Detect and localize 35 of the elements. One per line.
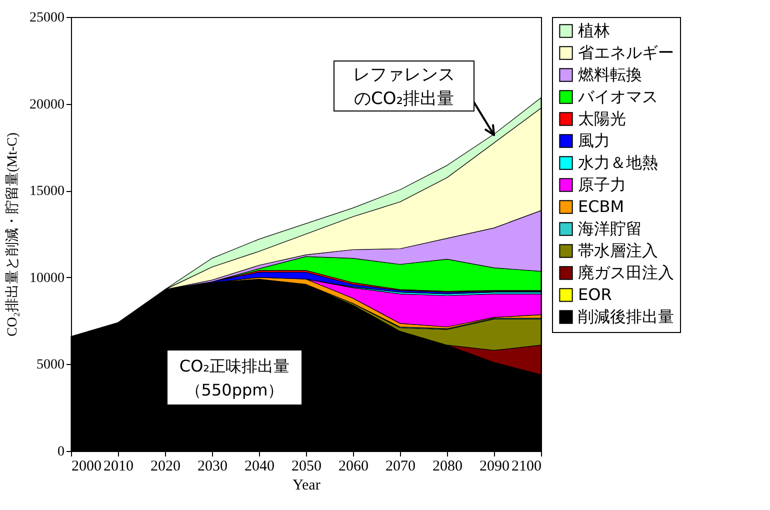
x-tick-label: 2040 [244, 458, 274, 474]
y-tick-label: 25000 [30, 10, 64, 26]
x-tick-label: 2050 [292, 458, 322, 474]
legend-label: 省エネルギー [578, 43, 674, 62]
x-tick-label: 2080 [432, 458, 462, 474]
x-tick-label: 2030 [198, 458, 228, 474]
legend-label: 廃ガス田注入 [578, 263, 674, 282]
y-tick-label: 10000 [30, 270, 64, 286]
legend-label: 植林 [578, 21, 610, 40]
x-tick-label: 2000 [72, 458, 102, 474]
legend-label: ECBM [578, 197, 624, 216]
x-tick-label: 2060 [338, 458, 368, 474]
y-tick-label: 20000 [30, 97, 64, 112]
x-tick-label: 2070 [386, 458, 416, 474]
legend-label: 風力 [578, 131, 610, 150]
y-tick-label: 5000 [36, 358, 64, 373]
legend-label: 水力＆地熱 [578, 153, 658, 172]
legend-label: 原子力 [578, 175, 626, 194]
legend-label: 帯水層注入 [578, 241, 658, 260]
x-tick-label: 2020 [150, 458, 180, 474]
x-tick-label: 2100 [512, 458, 542, 474]
x-tick-label: 2010 [104, 458, 134, 474]
legend-label: 海洋貯留 [578, 219, 642, 238]
y-tick-label: 0 [58, 444, 64, 460]
annotation: レファレンスのCO₂排出量 [353, 65, 455, 109]
legend-label: バイオマス [577, 87, 658, 106]
legend-label: 太陽光 [578, 109, 626, 128]
y-tick-label: 15000 [30, 184, 64, 200]
x-tick-label: 2090 [480, 458, 510, 474]
annotation: CO₂正味排出量（550ppm） [179, 356, 290, 400]
legend-label: 削減後排出量 [578, 307, 674, 326]
x-axis-title: Year [292, 478, 320, 494]
legend-label: EOR [578, 285, 612, 304]
legend-label: 燃料転換 [578, 65, 642, 84]
y-axis-title: CO₂排出量と削減・貯留量(Mt-C) [4, 132, 20, 336]
